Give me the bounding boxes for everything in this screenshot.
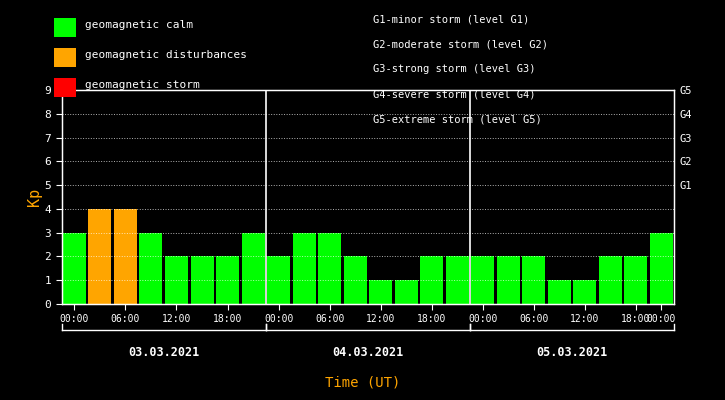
Bar (165, 256, 188, 304)
Text: G4-severe storm (level G4): G4-severe storm (level G4) (373, 90, 536, 100)
Text: G2-moderate storm (level G2): G2-moderate storm (level G2) (373, 39, 548, 49)
Text: Time (UT): Time (UT) (325, 376, 400, 390)
Bar (624, 256, 647, 304)
Bar (599, 256, 622, 304)
Bar (318, 233, 341, 304)
Bar (191, 256, 213, 304)
Text: geomagnetic calm: geomagnetic calm (85, 20, 193, 30)
Bar (344, 256, 367, 304)
Bar (88, 209, 112, 304)
Bar (241, 233, 265, 304)
Bar (139, 233, 162, 304)
Text: 04.03.2021: 04.03.2021 (332, 346, 404, 358)
Bar (650, 233, 673, 304)
Text: geomagnetic disturbances: geomagnetic disturbances (85, 50, 246, 60)
Bar (573, 280, 597, 304)
Bar (293, 233, 315, 304)
Bar (114, 209, 137, 304)
Bar (394, 280, 418, 304)
Bar (446, 256, 469, 304)
Y-axis label: Kp: Kp (27, 188, 41, 206)
Bar (523, 256, 545, 304)
Bar (369, 280, 392, 304)
Text: 05.03.2021: 05.03.2021 (536, 346, 608, 358)
Text: 03.03.2021: 03.03.2021 (128, 346, 199, 358)
Bar (548, 280, 571, 304)
Bar (63, 233, 86, 304)
Text: G3-strong storm (level G3): G3-strong storm (level G3) (373, 64, 536, 74)
Bar (216, 256, 239, 304)
Text: geomagnetic storm: geomagnetic storm (85, 80, 199, 90)
Text: G1-minor storm (level G1): G1-minor storm (level G1) (373, 14, 530, 24)
Bar (471, 256, 494, 304)
Bar (497, 256, 520, 304)
Text: G5-extreme storm (level G5): G5-extreme storm (level G5) (373, 115, 542, 125)
Bar (267, 256, 290, 304)
Bar (420, 256, 443, 304)
